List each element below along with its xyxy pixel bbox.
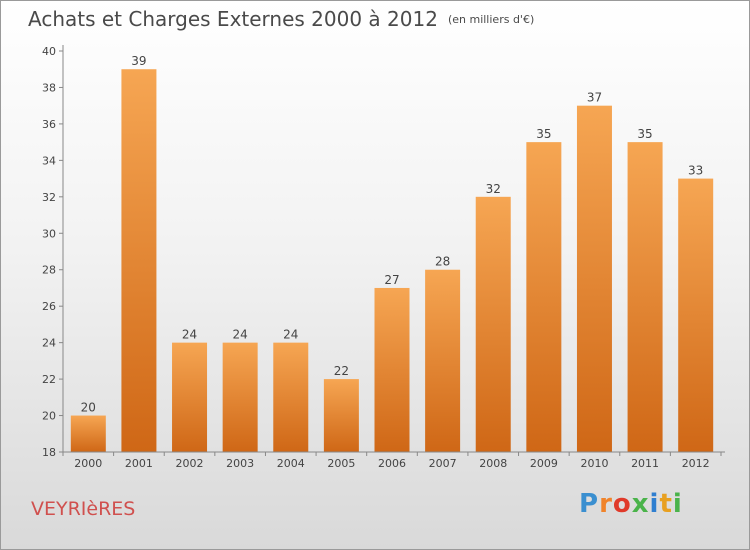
- x-tick-label: 2010: [580, 457, 608, 470]
- bar-2000: [70, 415, 106, 452]
- logo-letter: x: [631, 489, 650, 519]
- bar-2005: [323, 379, 359, 452]
- logo-letter: P: [579, 489, 600, 519]
- x-tick-label: 2012: [682, 457, 710, 470]
- bar-2002: [172, 342, 208, 452]
- x-tick-label: 2007: [429, 457, 457, 470]
- bar-2001: [121, 69, 157, 453]
- chart-title: Achats et Charges Externes 2000 à 2012: [28, 7, 438, 31]
- value-label: 24: [233, 328, 248, 342]
- value-label: 28: [435, 255, 450, 269]
- x-tick-label: 2002: [176, 457, 204, 470]
- x-tick-label: 2009: [530, 457, 558, 470]
- title-row: Achats et Charges Externes 2000 à 2012 (e…: [28, 7, 534, 31]
- value-label: 24: [182, 328, 197, 342]
- y-tick-label: 28: [42, 264, 56, 277]
- y-tick-label: 26: [42, 300, 56, 313]
- logo-letter: t: [659, 489, 673, 519]
- bar-2009: [526, 142, 562, 453]
- y-tick-label: 22: [42, 373, 56, 386]
- logo-letter: i: [672, 489, 683, 519]
- y-tick-label: 30: [42, 227, 56, 240]
- bar-2007: [425, 269, 461, 452]
- logo-letter: r: [599, 489, 613, 519]
- y-tick-label: 38: [42, 81, 56, 94]
- value-label: 20: [81, 401, 96, 415]
- proxiti-logo: Proxiti: [579, 489, 683, 519]
- logo-letter: o: [612, 489, 632, 519]
- bar-2011: [627, 142, 663, 453]
- value-label: 33: [688, 164, 703, 178]
- bar-2004: [273, 342, 309, 452]
- value-label: 32: [486, 182, 501, 196]
- x-tick-label: 2004: [277, 457, 305, 470]
- logo-letter: i: [649, 489, 660, 519]
- x-tick-label: 2005: [327, 457, 355, 470]
- x-tick-label: 2011: [631, 457, 659, 470]
- value-label: 35: [637, 127, 652, 141]
- commune-name: VEYRIèRES: [31, 498, 136, 520]
- y-tick-label: 34: [42, 154, 56, 167]
- bar-2008: [475, 196, 511, 452]
- x-tick-label: 2003: [226, 457, 254, 470]
- bar-2006: [374, 287, 410, 452]
- chart-subtitle: (en milliers d'€): [447, 13, 535, 26]
- value-label: 22: [334, 364, 349, 378]
- y-tick-label: 24: [42, 337, 56, 350]
- bar-2012: [678, 178, 714, 452]
- value-label: 35: [536, 127, 551, 141]
- x-tick-label: 2000: [74, 457, 102, 470]
- bar-2003: [222, 342, 258, 452]
- x-tick-label: 2001: [125, 457, 153, 470]
- x-tick-label: 2008: [479, 457, 507, 470]
- value-label: 27: [384, 273, 399, 287]
- y-tick-label: 32: [42, 191, 56, 204]
- bar-2010: [576, 105, 612, 452]
- y-tick-label: 36: [42, 118, 56, 131]
- value-label: 24: [283, 328, 298, 342]
- value-label: 39: [131, 54, 146, 68]
- x-tick-label: 2006: [378, 457, 406, 470]
- y-tick-label: 18: [42, 446, 56, 459]
- value-label: 37: [587, 91, 602, 105]
- y-tick-label: 20: [42, 410, 56, 423]
- y-tick-label: 40: [42, 45, 56, 58]
